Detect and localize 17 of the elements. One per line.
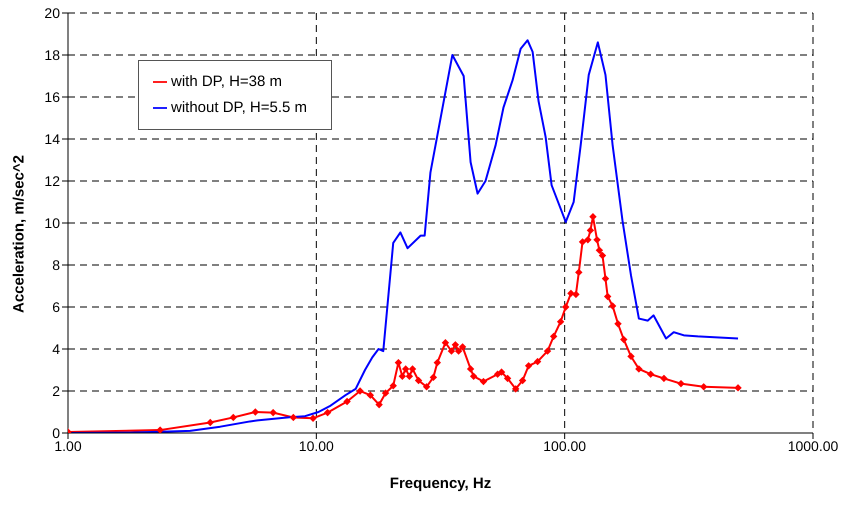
y-tick-label: 10 (44, 214, 60, 231)
x-tick-label: 10.00 (298, 438, 334, 454)
legend-label: without DP, H=5.5 m (171, 99, 308, 116)
legend-label: with DP, H=38 m (171, 73, 282, 90)
y-tick-label: 6 (52, 298, 60, 315)
y-tick-label: 2 (52, 382, 60, 399)
y-axis-title: Acceleration, m/sec^2 (10, 154, 28, 313)
y-tick-label: 20 (44, 4, 60, 21)
y-tick-label: 12 (44, 172, 60, 189)
x-tick-label: 100.00 (543, 438, 586, 454)
x-tick-label: 1000.00 (788, 438, 839, 454)
y-tick-label: 18 (44, 46, 60, 63)
y-tick-label: 14 (44, 130, 60, 147)
y-tick-label: 16 (44, 88, 60, 105)
x-axis-title: Frequency, Hz (390, 475, 492, 492)
y-tick-label: 8 (52, 256, 60, 273)
y-tick-label: 4 (52, 340, 60, 357)
